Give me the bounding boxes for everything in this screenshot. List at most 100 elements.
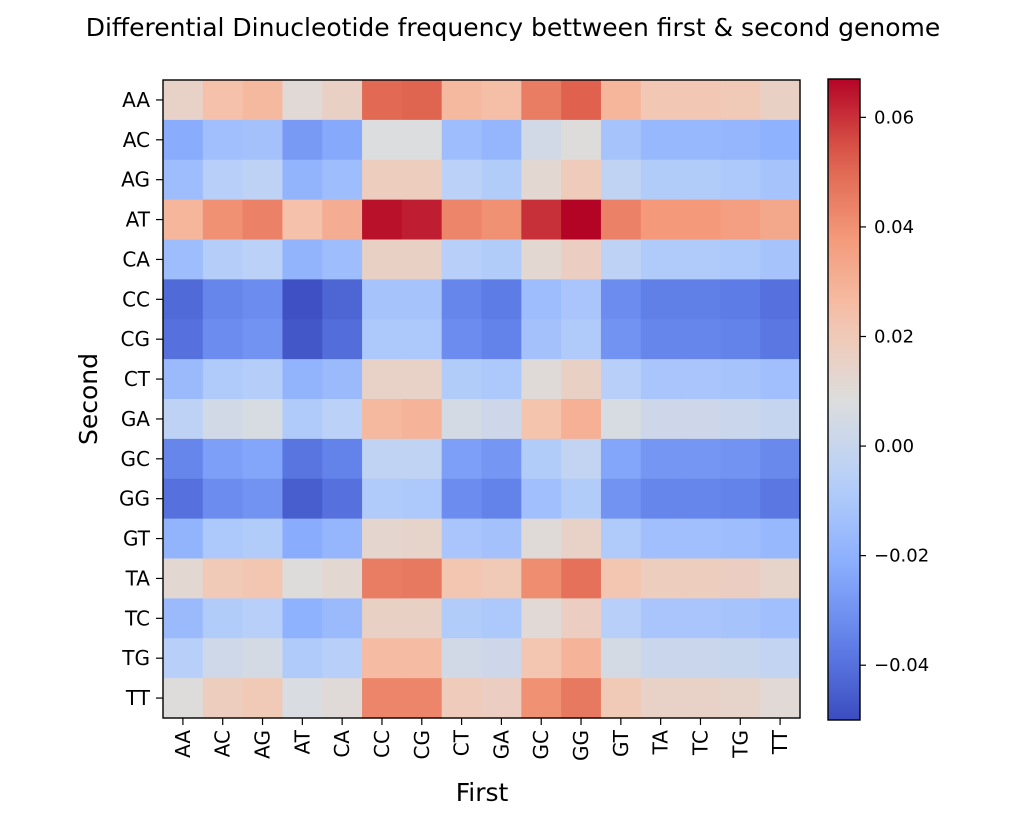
heatmap-cell [720, 199, 761, 241]
heatmap-cell [760, 518, 801, 560]
heatmap-cell [322, 359, 363, 400]
heatmap-cell [561, 399, 602, 440]
heatmap-cell [521, 438, 562, 480]
heatmap-cell [640, 518, 682, 560]
x-tick-label: TG [728, 730, 752, 759]
heatmap-cell [163, 359, 204, 400]
heatmap-cell [401, 558, 443, 599]
heatmap-cell [640, 279, 682, 320]
x-tick-label: AA [171, 730, 195, 758]
heatmap-cell [163, 558, 204, 599]
heatmap-cell [760, 638, 801, 679]
heatmap-cell [322, 598, 363, 639]
heatmap-cell [322, 80, 363, 121]
heatmap-cell [481, 438, 522, 480]
heatmap-cell [760, 159, 801, 201]
heatmap-cell [242, 359, 284, 400]
heatmap-cell [202, 399, 244, 440]
heatmap-cell [720, 239, 761, 280]
heatmap-cell [441, 159, 483, 201]
heatmap-cell [481, 518, 522, 560]
heatmap-cell [760, 239, 801, 280]
heatmap-cell [401, 598, 443, 639]
x-tick-label: AT [290, 729, 314, 754]
y-tick-label: TA [125, 566, 151, 590]
heatmap-cell [362, 478, 403, 520]
heatmap-cell [242, 119, 284, 161]
heatmap-cell [282, 119, 323, 161]
heatmap-cell [202, 159, 244, 201]
heatmap-cell [561, 319, 602, 360]
heatmap-cell [640, 638, 682, 679]
heatmap-cell [441, 438, 483, 480]
heatmap-cell [163, 119, 204, 161]
colorbar: −0.04 −0.02 0.00 0.02 0.04 0.06 [827, 78, 929, 721]
y-tick-label: GA [121, 407, 150, 431]
heatmap-cell [441, 199, 483, 241]
heatmap-cell [760, 478, 801, 520]
heatmap-cell [760, 678, 801, 719]
heatmap-cell [720, 638, 761, 679]
heatmap-cell [640, 159, 682, 201]
y-tick-label: CC [122, 287, 150, 311]
heatmap-cell [481, 119, 522, 161]
colorbar-tick-label: 0.02 [874, 326, 914, 347]
heatmap-cell [441, 279, 483, 320]
heatmap-cell [680, 518, 721, 560]
heatmap-cell [282, 638, 323, 679]
heatmap-cell [362, 199, 403, 241]
heatmap-cell [561, 359, 602, 400]
heatmap-cell [720, 558, 761, 599]
heatmap-cell [282, 598, 323, 639]
heatmap-cell [680, 199, 721, 241]
heatmap-cell [163, 638, 204, 679]
x-axis-label: First [456, 778, 509, 807]
heatmap-cell [680, 159, 721, 201]
heatmap-cell [521, 239, 562, 280]
heatmap-cell [441, 239, 483, 280]
heatmap-cell [680, 478, 721, 520]
heatmap-cell [441, 558, 483, 599]
heatmap-cell [720, 279, 761, 320]
colorbar-tick-label: 0.06 [874, 107, 914, 128]
heatmap-cell [561, 678, 602, 719]
heatmap-cell [600, 598, 642, 639]
heatmap-cell [600, 80, 642, 121]
heatmap-cell [362, 399, 403, 440]
heatmap-cell [282, 359, 323, 400]
heatmap-cell [282, 558, 323, 599]
heatmap-cell [680, 438, 721, 480]
heatmap-cell [282, 518, 323, 560]
heatmap-cell [640, 598, 682, 639]
heatmap-cell [202, 478, 244, 520]
heatmap-cell [521, 319, 562, 360]
heatmap-cell [163, 199, 204, 241]
heatmap-cell [163, 279, 204, 320]
heatmap-cell [720, 319, 761, 360]
heatmap-cell [720, 119, 761, 161]
x-tick-label: GA [489, 730, 513, 759]
heatmap-cell [401, 279, 443, 320]
heatmap-cell [362, 80, 403, 121]
heatmap-cell [282, 319, 323, 360]
heatmap-cell [202, 319, 244, 360]
y-tick-label: GG [119, 487, 150, 511]
heatmap-cell [481, 678, 522, 719]
heatmap-cell [720, 678, 761, 719]
heatmap-cell [760, 359, 801, 400]
heatmap-cell [720, 598, 761, 639]
heatmap-cell [481, 279, 522, 320]
heatmap-cell [242, 80, 284, 121]
heatmap-cell [362, 279, 403, 320]
heatmap-cell [521, 80, 562, 121]
heatmap-cell [401, 80, 443, 121]
heatmap-cell [561, 478, 602, 520]
heatmap-cell [481, 399, 522, 440]
heatmap-cell [600, 319, 642, 360]
heatmap-cell [282, 279, 323, 320]
heatmap-cell [202, 638, 244, 679]
heatmap-cell [561, 598, 602, 639]
heatmap-cell [720, 438, 761, 480]
heatmap-cell [680, 638, 721, 679]
heatmap-cell [760, 199, 801, 241]
